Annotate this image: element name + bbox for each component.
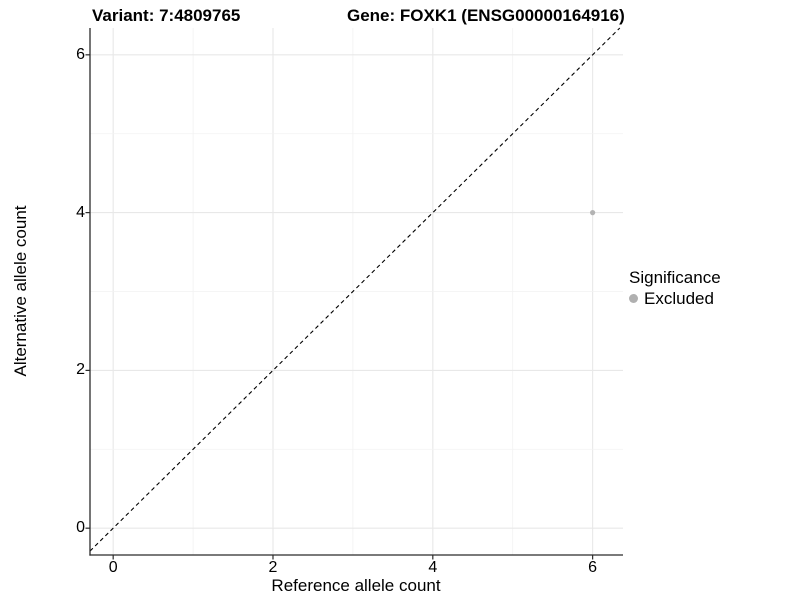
y-tick-label: 4 [76, 203, 85, 221]
legend-item: Excluded [629, 289, 721, 308]
legend-title: Significance [629, 268, 721, 287]
legend-item-label: Excluded [644, 289, 714, 308]
legend-marker-circle-icon [629, 294, 638, 303]
identity-reference-line [89, 27, 621, 552]
y-tick-label: 2 [76, 361, 85, 379]
legend: Significance Excluded [629, 268, 721, 308]
y-tick-label: 0 [76, 519, 85, 537]
data-point [590, 210, 596, 216]
y-tick-label: 6 [76, 45, 85, 63]
y-axis-title: Alternative allele count [11, 205, 30, 377]
x-tick-label: 2 [268, 559, 278, 576]
plot-title-gene: Gene: FOXK1 (ENSG00000164916) [347, 6, 625, 25]
x-axis-title: Reference allele count [271, 576, 441, 595]
x-tick-label: 0 [108, 559, 118, 576]
x-tick-label: 4 [428, 559, 438, 576]
x-tick-label: 6 [588, 559, 598, 576]
plot-title-variant: Variant: 7:4809765 [92, 6, 241, 25]
